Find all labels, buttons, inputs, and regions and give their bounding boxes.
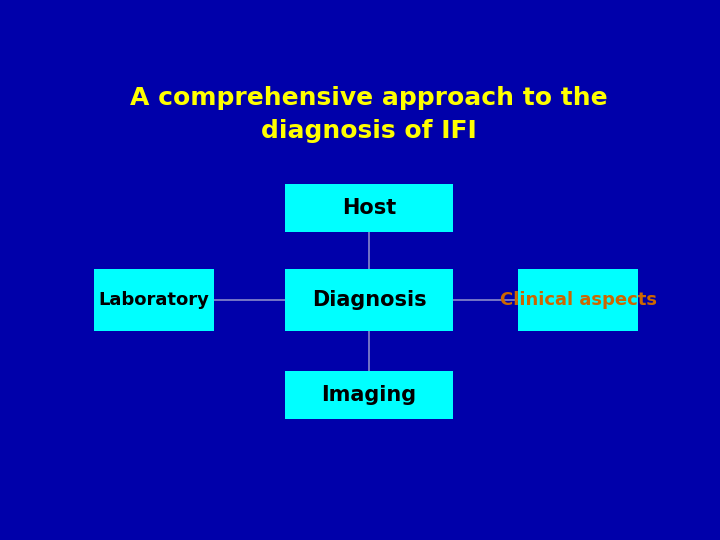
- Text: Diagnosis: Diagnosis: [312, 290, 426, 310]
- Text: A comprehensive approach to the
diagnosis of IFI: A comprehensive approach to the diagnosi…: [130, 85, 608, 143]
- FancyBboxPatch shape: [94, 268, 214, 331]
- FancyBboxPatch shape: [285, 372, 453, 419]
- Text: Imaging: Imaging: [321, 386, 417, 406]
- Text: Host: Host: [342, 198, 396, 218]
- FancyBboxPatch shape: [285, 268, 453, 331]
- FancyBboxPatch shape: [285, 184, 453, 232]
- Text: Laboratory: Laboratory: [99, 291, 210, 309]
- Text: Clinical aspects: Clinical aspects: [500, 291, 657, 309]
- FancyBboxPatch shape: [518, 268, 638, 331]
